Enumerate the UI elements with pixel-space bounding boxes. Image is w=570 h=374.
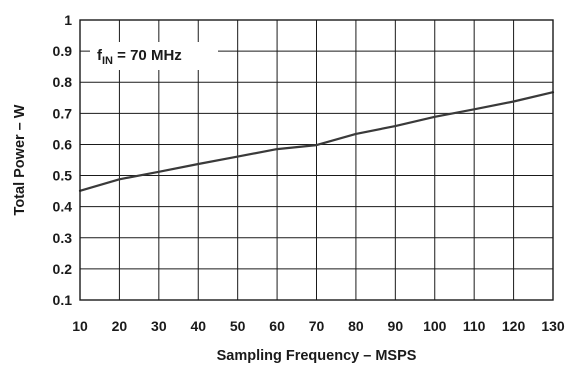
y-tick-label: 0.3	[53, 230, 73, 246]
x-tick-label: 100	[423, 318, 447, 334]
y-tick-label: 0.4	[53, 199, 73, 215]
x-tick-label: 50	[230, 318, 246, 334]
x-tick-label: 40	[190, 318, 206, 334]
y-tick-label: 0.7	[53, 105, 73, 121]
x-tick-label: 70	[309, 318, 325, 334]
annotation-suffix: = 70 MHz	[113, 47, 182, 64]
y-axis-title: Total Power – W	[12, 104, 28, 215]
x-tick-label: 20	[112, 318, 128, 334]
y-tick-label: 0.5	[53, 168, 73, 184]
x-tick-label: 80	[348, 318, 364, 334]
annotation-prefix: f	[97, 47, 103, 64]
x-tick-label: 90	[388, 318, 404, 334]
y-tick-labels: 0.1 0.2 0.3 0.4 0.5 0.6 0.7 0.8 0.9 1	[53, 12, 73, 308]
y-tick-label: 1	[64, 12, 72, 28]
x-tick-label: 120	[502, 318, 526, 334]
x-axis-title: Sampling Frequency – MSPS	[217, 348, 417, 364]
annotation-background	[90, 42, 218, 70]
y-tick-label: 0.1	[53, 292, 73, 308]
annotation-text: fIN = 70 MHz	[97, 47, 182, 67]
x-tick-labels: 10 20 30 40 50 60 70 80 90 100 110 120 130	[72, 318, 565, 334]
series-line	[78, 91, 555, 192]
annotation-subscript: IN	[102, 55, 113, 67]
x-tick-label: 130	[541, 318, 565, 334]
x-tick-label: 110	[463, 318, 486, 334]
x-tick-label: 30	[151, 318, 167, 334]
x-tick-label: 10	[72, 318, 88, 334]
x-tick-label: 60	[269, 318, 285, 334]
y-tick-label: 0.6	[53, 136, 73, 152]
y-tick-label: 0.8	[53, 74, 73, 90]
y-tick-label: 0.9	[53, 43, 73, 59]
annotation-fin: fIN = 70 MHz	[90, 42, 218, 70]
series-layer	[78, 91, 555, 192]
y-tick-label: 0.2	[53, 261, 73, 277]
plot-frame	[79, 19, 554, 301]
